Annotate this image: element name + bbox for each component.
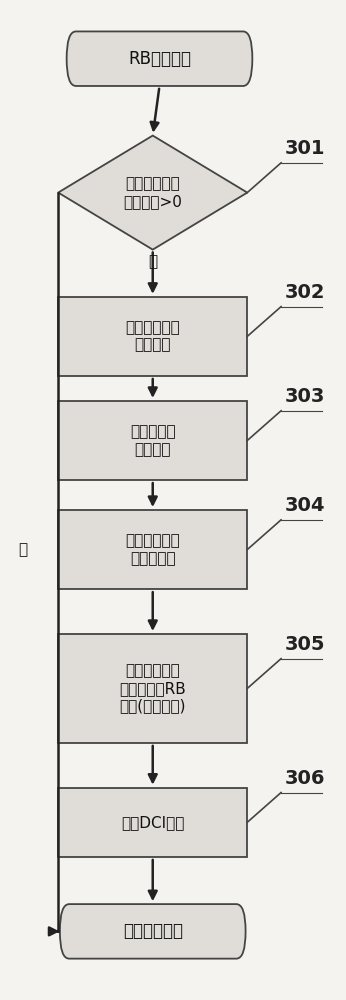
Text: 301: 301 (284, 139, 325, 158)
Text: 否: 否 (18, 542, 27, 557)
FancyBboxPatch shape (58, 510, 247, 589)
Text: 为数据流创建
调度矩阵: 为数据流创建 调度矩阵 (125, 320, 180, 353)
FancyBboxPatch shape (67, 31, 252, 86)
Polygon shape (58, 136, 247, 250)
Text: 此时需要调度
的数据流>0: 此时需要调度 的数据流>0 (123, 176, 182, 209)
Text: 305: 305 (284, 635, 325, 654)
Text: 303: 303 (284, 387, 325, 406)
Text: 确定每个用户
每个流分配RB
总数(二次分配): 确定每个用户 每个流分配RB 总数(二次分配) (119, 664, 186, 713)
FancyBboxPatch shape (58, 401, 247, 480)
FancyBboxPatch shape (58, 634, 247, 743)
Text: 是: 是 (148, 254, 157, 269)
Text: 资源分配结束: 资源分配结束 (123, 922, 183, 940)
Text: 根据优先级进
行资源分配: 根据优先级进 行资源分配 (125, 533, 180, 566)
FancyBboxPatch shape (58, 788, 247, 857)
Text: 302: 302 (284, 283, 325, 302)
Text: 计算数据流
的优先级: 计算数据流 的优先级 (130, 424, 175, 457)
FancyBboxPatch shape (58, 297, 247, 376)
Text: 306: 306 (284, 769, 325, 788)
Text: 304: 304 (284, 496, 325, 515)
Text: 创建DCI信息: 创建DCI信息 (121, 815, 184, 830)
FancyBboxPatch shape (60, 904, 246, 959)
Text: RB分配开始: RB分配开始 (128, 50, 191, 68)
